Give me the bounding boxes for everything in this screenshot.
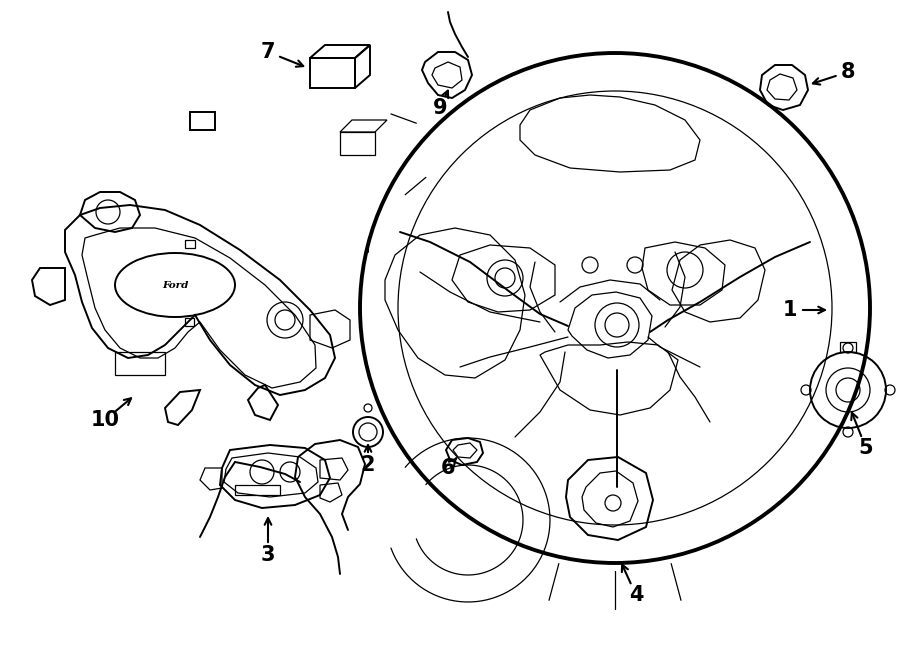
Text: 4: 4 bbox=[629, 585, 643, 605]
Text: 3: 3 bbox=[261, 545, 275, 565]
Text: Ford: Ford bbox=[162, 281, 188, 289]
Text: 9: 9 bbox=[433, 98, 447, 118]
Text: 7: 7 bbox=[261, 42, 275, 62]
Text: 6: 6 bbox=[441, 458, 455, 478]
Text: 8: 8 bbox=[841, 62, 855, 82]
Text: 2: 2 bbox=[361, 455, 375, 475]
Text: 1: 1 bbox=[783, 300, 797, 320]
Text: 10: 10 bbox=[91, 410, 120, 430]
Text: 5: 5 bbox=[859, 438, 873, 458]
